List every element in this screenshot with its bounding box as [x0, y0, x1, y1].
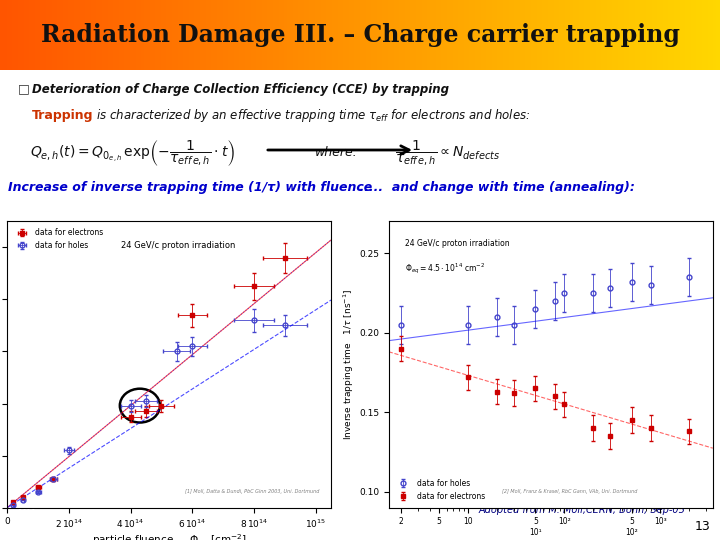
Text: Trapping: Trapping — [32, 110, 94, 123]
Text: [2] Moll, Franz & Krasel, RbC Gann, VAb, Uni. Dortmund: [2] Moll, Franz & Krasel, RbC Gann, VAb,… — [503, 489, 638, 494]
Text: [1] Moll, Datta & Dundi, PbC Ginn 2003, Uni. Dortmund: [1] Moll, Datta & Dundi, PbC Ginn 2003, … — [186, 489, 320, 494]
Text: $Q_{e,h}(t)=Q_{0_{e,h}}\,\exp\!\left(-\dfrac{1}{\tau_{eff\,e,h}}\cdot t\right)$: $Q_{e,h}(t)=Q_{0_{e,h}}\,\exp\!\left(-\d… — [30, 138, 235, 168]
Text: is characterized by an effective trapping time $\tau_{eff}$ for electrons and ho: is characterized by an effective trappin… — [96, 107, 531, 125]
Legend: data for holes, data for electrons: data for holes, data for electrons — [392, 476, 488, 504]
Text: Radiation Damage III. – Charge carrier trapping: Radiation Damage III. – Charge carrier t… — [40, 23, 680, 47]
Legend: data for electrons, data for holes: data for electrons, data for holes — [11, 225, 107, 253]
Text: 13: 13 — [694, 519, 710, 532]
Text: $\Phi_{eq} = 4.5\cdot10^{14}$ cm$^{-2}$: $\Phi_{eq} = 4.5\cdot10^{14}$ cm$^{-2}$ — [405, 261, 485, 276]
Text: 24 GeV/c proton irradiation: 24 GeV/c proton irradiation — [121, 241, 235, 251]
Text: Increase of inverse trapping time (1/τ) with fluence: Increase of inverse trapping time (1/τ) … — [8, 181, 372, 194]
Text: Adopted from M. Moll,CERN, Bonn, Sep-05: Adopted from M. Moll,CERN, Bonn, Sep-05 — [478, 505, 685, 515]
Text: .....  and change with time (annealing):: ..... and change with time (annealing): — [355, 181, 635, 194]
X-axis label: particle fluence  -  $\Phi_{eq}$ [cm$^{-2}$]: particle fluence - $\Phi_{eq}$ [cm$^{-2}… — [92, 532, 246, 540]
Text: $\dfrac{1}{\tau_{eff\,e,h}} \propto N_{defects}$: $\dfrac{1}{\tau_{eff\,e,h}} \propto N_{d… — [395, 138, 500, 168]
Text: Deterioration of Charge Collection Efficiency (CCE) by trapping: Deterioration of Charge Collection Effic… — [32, 83, 449, 96]
Text: 🏛: 🏛 — [25, 525, 29, 532]
Text: □: □ — [18, 83, 30, 96]
Text: where:: where: — [315, 146, 358, 159]
Y-axis label: Inverse trapping time   $1/\tau$ [ns$^{-1}$]: Inverse trapping time $1/\tau$ [ns$^{-1}… — [342, 289, 356, 440]
Text: 24 GeV/c proton irradiation: 24 GeV/c proton irradiation — [405, 239, 510, 247]
Text: UH: UH — [19, 509, 35, 519]
